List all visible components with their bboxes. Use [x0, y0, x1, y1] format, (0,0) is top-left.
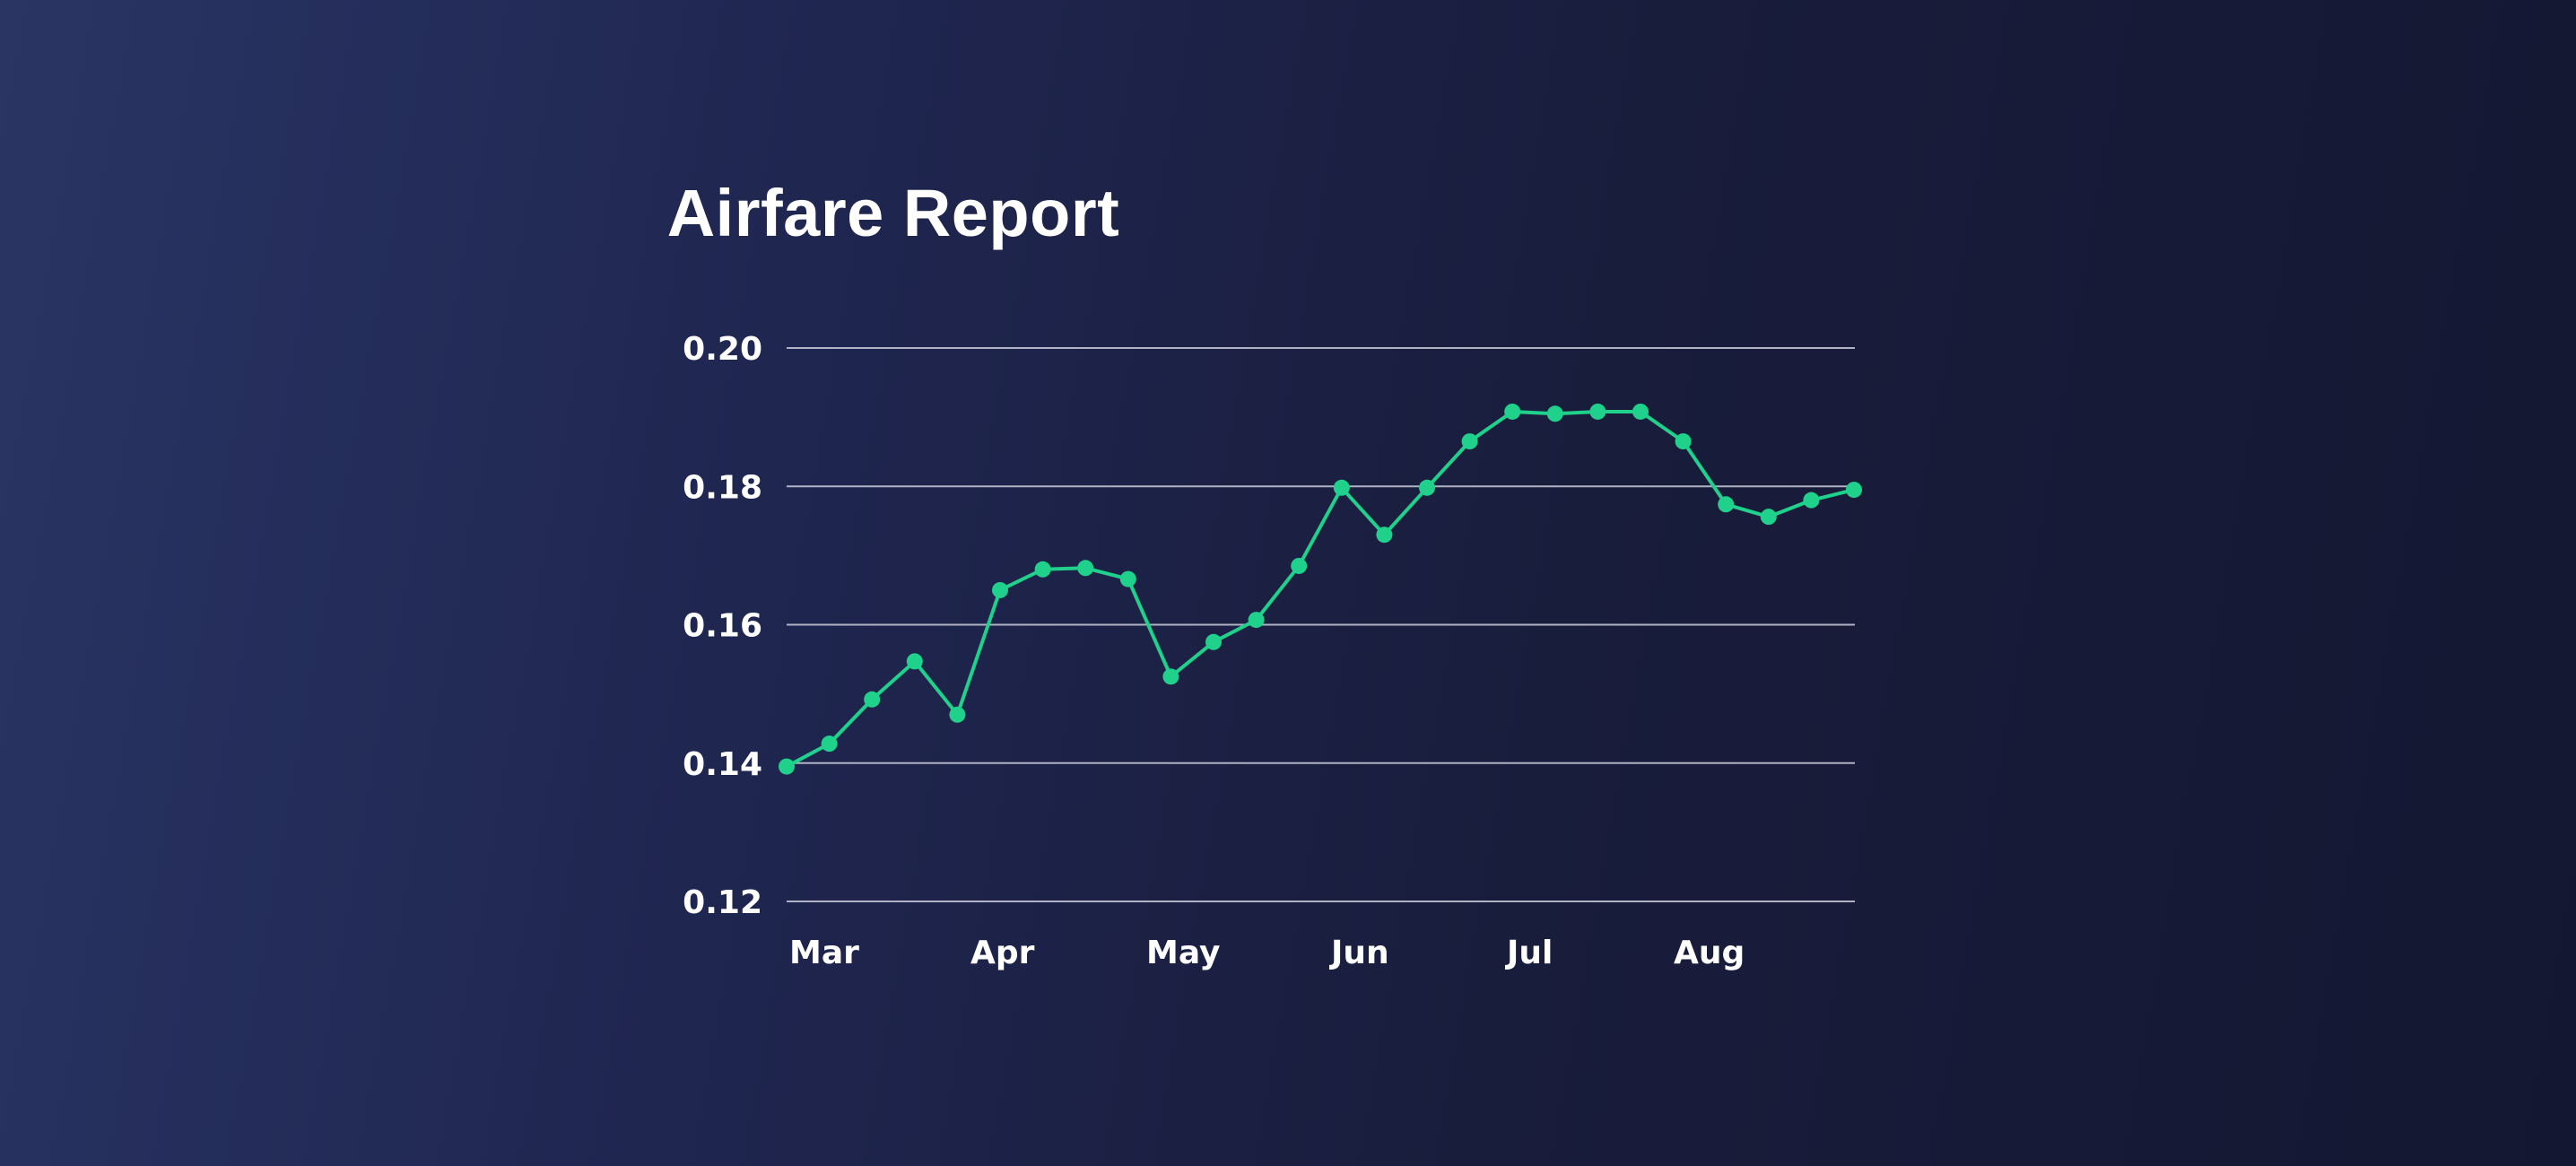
x-tick-label: Jul [1504, 935, 1553, 971]
data-point [906, 653, 923, 670]
data-point [1205, 633, 1222, 650]
y-tick-label: 0.12 [683, 884, 762, 921]
data-point [1376, 526, 1393, 544]
data-point [949, 706, 966, 723]
y-tick-label: 0.20 [683, 331, 762, 368]
data-points [779, 403, 1862, 775]
chart-title: Airfare Report [666, 176, 1120, 250]
data-point [992, 581, 1008, 598]
data-point [1546, 405, 1563, 422]
y-tick-label: 0.14 [683, 746, 762, 783]
data-point [1034, 561, 1051, 578]
data-point [1589, 403, 1606, 420]
data-point [821, 735, 838, 753]
x-tick-label: Jun [1328, 935, 1389, 971]
x-tick-label: Mar [789, 935, 859, 971]
data-point [1162, 668, 1179, 685]
data-point [1632, 403, 1649, 420]
data-point [1846, 482, 1862, 499]
data-point [1333, 479, 1350, 496]
x-tick-label: May [1146, 935, 1220, 971]
x-tick-label: Apr [970, 935, 1035, 971]
data-point [1077, 560, 1094, 577]
data-point [1760, 509, 1777, 526]
data-point [779, 758, 795, 775]
series-line-layer [786, 410, 1855, 769]
y-tick-label: 0.16 [683, 608, 762, 645]
data-point [1119, 570, 1136, 587]
y-tick-labels: 0.20 0.18 0.16 0.14 0.12 [683, 331, 762, 921]
data-point [1718, 496, 1735, 513]
data-point [1461, 433, 1478, 450]
data-point [1291, 557, 1308, 574]
y-tick-label: 0.18 [683, 469, 762, 506]
data-point [1675, 433, 1692, 450]
data-point [1803, 492, 1820, 509]
data-point [1248, 612, 1265, 629]
series-line [786, 410, 1855, 769]
data-point [864, 691, 881, 708]
data-point [1419, 479, 1435, 496]
x-tick-label: Aug [1674, 935, 1745, 971]
gridlines [787, 347, 1855, 902]
x-tick-labels: Mar Apr May Jun Jul Aug [789, 935, 1745, 971]
data-point [1504, 403, 1521, 420]
